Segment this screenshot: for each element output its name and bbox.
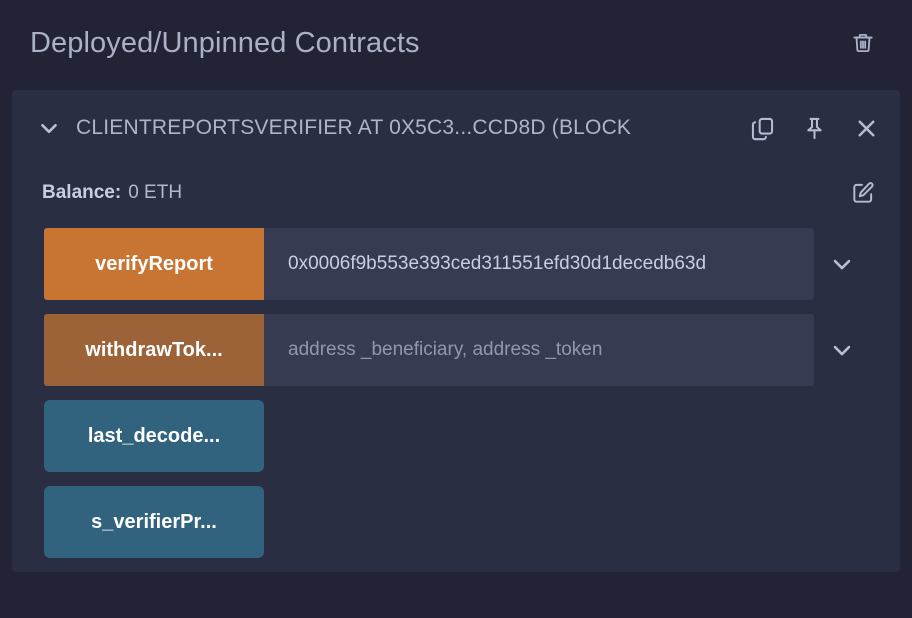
delete-all-contracts-button[interactable] xyxy=(846,26,880,60)
contract-title[interactable]: CLIENTREPORTSVERIFIER AT 0X5C3...CCD8D (… xyxy=(76,116,632,139)
getter-button-s-verifierproxy[interactable]: s_verifierPr... xyxy=(44,486,264,558)
contract-card: CLIENTREPORTSVERIFIER AT 0X5C3...CCD8D (… xyxy=(12,90,900,572)
pin-icon xyxy=(801,115,828,142)
balance-label: Balance: xyxy=(42,182,122,203)
getter-button-last-decoded[interactable]: last_decode... xyxy=(44,400,264,472)
function-row: verifyReport xyxy=(44,228,870,300)
function-input-verifyreport[interactable] xyxy=(264,228,814,300)
function-list: verifyReport withdrawTok... xyxy=(12,220,900,386)
chevron-down-icon xyxy=(828,336,856,364)
contract-header-actions xyxy=(732,112,882,144)
function-row: withdrawTok... xyxy=(44,314,870,386)
function-input-withdrawtoken[interactable] xyxy=(264,314,814,386)
balance-row: Balance: 0 ETH xyxy=(12,166,900,220)
getter-list: last_decode... s_verifierPr... xyxy=(12,386,900,558)
close-contract-button[interactable] xyxy=(850,112,882,144)
page-title: Deployed/Unpinned Contracts xyxy=(30,26,420,59)
edit-icon xyxy=(850,180,876,206)
function-expand-withdrawtoken[interactable] xyxy=(814,314,870,386)
panel-header: Deployed/Unpinned Contracts xyxy=(0,0,912,86)
trash-icon xyxy=(850,30,876,56)
copy-address-button[interactable] xyxy=(746,112,778,144)
function-button-verifyreport[interactable]: verifyReport xyxy=(44,228,264,300)
chevron-down-icon xyxy=(828,250,856,278)
contract-collapse-toggle[interactable] xyxy=(34,113,64,143)
contract-card-header[interactable]: CLIENTREPORTSVERIFIER AT 0X5C3...CCD8D (… xyxy=(12,90,900,166)
edit-balance-button[interactable] xyxy=(846,176,880,210)
pin-contract-button[interactable] xyxy=(798,112,830,144)
function-expand-verifyreport[interactable] xyxy=(814,228,870,300)
chevron-down-icon xyxy=(36,115,62,141)
close-icon xyxy=(853,115,880,142)
balance-value: 0 ETH xyxy=(128,182,183,203)
function-button-withdrawtoken[interactable]: withdrawTok... xyxy=(44,314,264,386)
copy-icon xyxy=(749,115,776,142)
